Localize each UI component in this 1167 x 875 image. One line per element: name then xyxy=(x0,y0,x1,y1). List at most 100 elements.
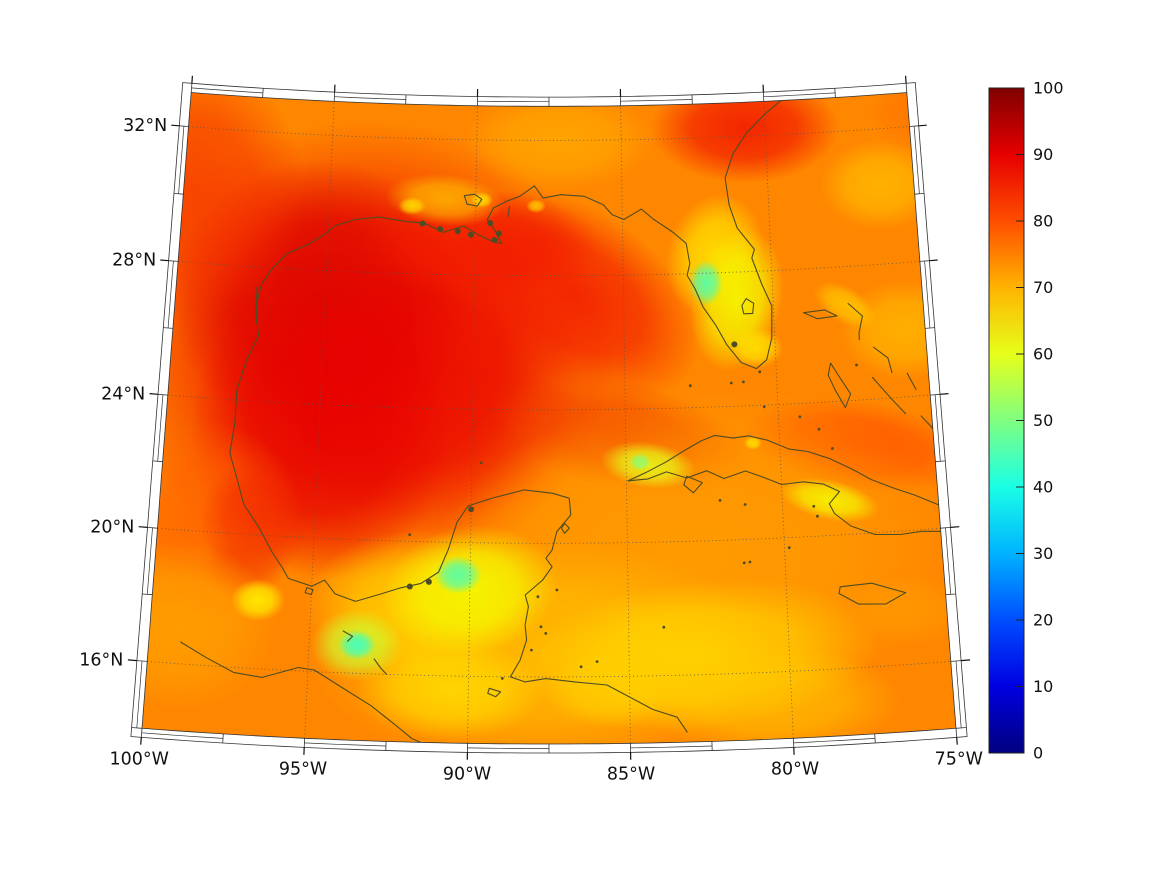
marsh-dot xyxy=(487,220,494,227)
island-dot xyxy=(855,363,858,367)
coastline-abaco xyxy=(847,302,863,341)
island-dot xyxy=(479,461,483,465)
heat-blob xyxy=(640,645,900,744)
lat-tick-label: 20°N xyxy=(90,517,134,537)
axis-labels: 100°W 95°W 90°W 85°W 80°W 75°W 32°N 28°N 24°N 20°… xyxy=(79,75,983,785)
heat-blob xyxy=(465,92,655,190)
coastline-cozumel xyxy=(560,522,570,534)
marsh-dot xyxy=(437,226,444,232)
island-dot xyxy=(758,370,762,374)
map-frame xyxy=(130,82,968,754)
lon-tick-mark xyxy=(140,737,142,745)
lat-tick-mark-right xyxy=(950,526,960,528)
coastline-angostura-reservoir xyxy=(373,658,388,675)
heat-blob xyxy=(398,197,426,215)
coastline-lake-okeechobee xyxy=(741,298,755,315)
lat-tick-mark-right xyxy=(961,659,971,662)
coastline-grand-bahama xyxy=(803,309,838,320)
coastline-mexico-central-america-coast xyxy=(229,335,688,733)
coastline-pacific-coast xyxy=(180,641,426,744)
colorbar-tick-label: 30 xyxy=(1033,544,1053,563)
island-dot xyxy=(688,384,692,388)
island-dot xyxy=(662,625,666,629)
colorbar-tick-label: 40 xyxy=(1033,478,1053,497)
coastline-lake-pontchartrain xyxy=(463,193,483,207)
marsh-dot xyxy=(731,341,738,348)
graticule-layer xyxy=(147,101,951,744)
island-dot xyxy=(742,561,746,565)
lat-tick-label: 16°N xyxy=(79,651,123,671)
heat-blob xyxy=(142,92,305,320)
island-dot xyxy=(718,499,722,502)
island-dot xyxy=(729,381,733,385)
lon-tick-label: 85°W xyxy=(607,765,655,785)
lat-tick-mark xyxy=(138,526,148,528)
heat-blob xyxy=(731,328,783,368)
coastline-chandeleur-islands xyxy=(507,205,511,218)
heat-blob xyxy=(820,140,940,230)
coastline-isle-of-youth xyxy=(683,475,703,494)
lat-tick-mark xyxy=(149,393,159,395)
heat-blob xyxy=(689,260,723,306)
heat-blob xyxy=(231,579,285,621)
island-dot xyxy=(530,648,533,652)
colorbar: 0 10 20 30 40 50 60 70 80 90 100 xyxy=(988,79,1064,763)
lat-tick-label: 24°N xyxy=(101,384,145,404)
coastline-jamaica xyxy=(838,582,907,605)
heat-blob xyxy=(744,436,762,450)
colorbar-tick-label: 60 xyxy=(1033,345,1053,364)
heat-blob xyxy=(545,652,675,728)
lon-tick-label: 90°W xyxy=(443,765,491,785)
island-dot xyxy=(831,447,834,450)
coastline-malpaso-reservoir xyxy=(342,630,354,642)
parallel-gridline xyxy=(157,527,941,544)
lon-tick-label: 80°W xyxy=(771,760,819,780)
coastline-cat-island xyxy=(906,372,917,390)
lat-tick-mark-right xyxy=(939,393,949,395)
island-dot xyxy=(817,427,821,431)
heat-blob xyxy=(526,199,546,213)
marsh-dot xyxy=(425,578,432,585)
heat-blob xyxy=(780,477,880,523)
lat-tick-mark xyxy=(127,659,137,662)
heat-blob xyxy=(629,453,651,471)
island-dot xyxy=(544,632,548,635)
island-dot xyxy=(579,665,583,669)
coastline-lake-izabal xyxy=(487,687,502,698)
coastline-laguna-catemaco xyxy=(304,587,314,596)
coastline-long-island-bahamas xyxy=(920,415,934,429)
lat-tick-mark-right xyxy=(918,124,927,127)
lon-tick-mark-top xyxy=(191,75,193,84)
lat-tick-mark-right xyxy=(929,259,938,262)
island-dot xyxy=(536,595,540,599)
marsh-dot xyxy=(454,228,461,235)
heat-blob xyxy=(338,630,376,660)
heat-blob xyxy=(845,575,956,645)
island-dot xyxy=(500,677,504,680)
lat-tick-mark xyxy=(160,259,169,262)
lat-tick-label: 32°N xyxy=(123,116,167,136)
island-dot xyxy=(812,504,816,508)
lon-tick-label: 100°W xyxy=(109,750,168,770)
coastline-padre-island xyxy=(255,286,258,325)
lon-tick-mark-top xyxy=(905,75,907,84)
island-dot xyxy=(539,625,543,629)
heat-blob xyxy=(450,188,700,402)
lat-tick-label: 28°N xyxy=(112,251,156,271)
lat-tick-mark xyxy=(171,124,180,127)
colorbar-tick-label: 20 xyxy=(1033,611,1053,630)
marsh-dot xyxy=(468,231,474,238)
lon-tick-label: 95°W xyxy=(279,760,327,780)
island-dot xyxy=(408,533,412,537)
coastline-eleuthera xyxy=(872,346,893,374)
lon-tick-label: 75°W xyxy=(935,750,983,770)
coastlines-layer xyxy=(180,96,956,744)
island-dot xyxy=(787,546,791,549)
marsh-dot xyxy=(406,583,413,590)
colorbar-tick-label: 50 xyxy=(1033,411,1053,430)
island-dot xyxy=(816,514,819,518)
island-dot xyxy=(748,560,752,564)
island-dot xyxy=(595,660,599,663)
